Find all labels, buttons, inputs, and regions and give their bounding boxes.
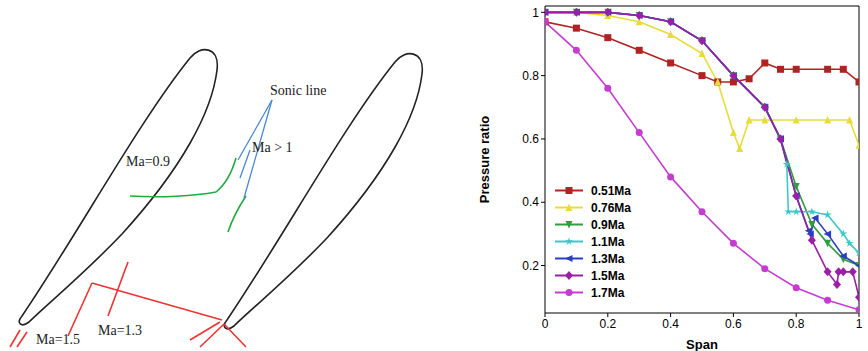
svg-text:1: 1 xyxy=(532,6,539,20)
html-text:1.1Ma: 1.1Ma xyxy=(591,234,625,249)
svg-text:0: 0 xyxy=(542,317,549,331)
html-text:0.9Ma: 0.9Ma xyxy=(591,217,625,232)
svg-text:0.4: 0.4 xyxy=(522,195,539,209)
html-text:1.5Ma: 1.5Ma xyxy=(591,268,625,283)
svg-text:0.6: 0.6 xyxy=(522,132,539,146)
svg-text:Ma=1.3: Ma=1.3 xyxy=(98,323,142,338)
svg-text:0.2: 0.2 xyxy=(599,317,616,331)
svg-text:Ma=1.5: Ma=1.5 xyxy=(36,332,80,347)
svg-text:0.8: 0.8 xyxy=(788,317,805,331)
html-text:1.3Ma: 1.3Ma xyxy=(591,251,625,266)
svg-text:Ma=0.9: Ma=0.9 xyxy=(126,154,170,169)
svg-text:0.6: 0.6 xyxy=(725,317,742,331)
html-text:1.7Ma: 1.7Ma xyxy=(591,285,625,300)
html-text:0.51Ma: 0.51Ma xyxy=(591,183,631,198)
html-text:0.76Ma: 0.76Ma xyxy=(591,200,631,215)
svg-text:0.4: 0.4 xyxy=(662,317,679,331)
svg-text:Pressure ratio: Pressure ratio xyxy=(477,116,492,203)
svg-text:0.8: 0.8 xyxy=(522,69,539,83)
svg-text:Ma > 1: Ma > 1 xyxy=(252,140,293,155)
svg-text:1: 1 xyxy=(856,317,863,331)
svg-text:Sonic line: Sonic line xyxy=(270,83,326,98)
svg-text:Span: Span xyxy=(686,337,718,351)
svg-text:0.2: 0.2 xyxy=(522,259,539,273)
